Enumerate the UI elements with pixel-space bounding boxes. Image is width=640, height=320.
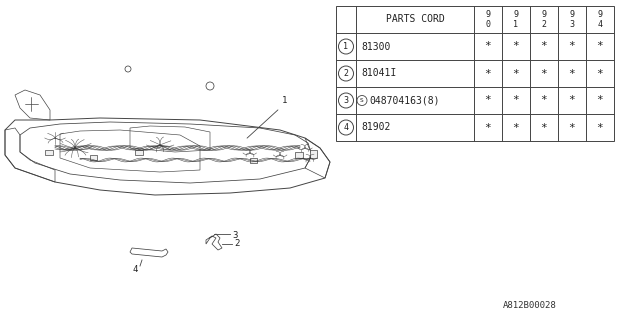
Text: 81041I: 81041I bbox=[361, 68, 396, 78]
Text: *: * bbox=[568, 68, 575, 78]
Text: 3: 3 bbox=[344, 96, 349, 105]
Text: *: * bbox=[513, 95, 520, 106]
Bar bbox=[336, 6, 614, 141]
Text: A812B00028: A812B00028 bbox=[503, 301, 557, 310]
Text: 048704163(8): 048704163(8) bbox=[369, 95, 440, 106]
Text: *: * bbox=[596, 95, 604, 106]
Text: *: * bbox=[541, 95, 547, 106]
Bar bbox=[135, 150, 143, 155]
Text: *: * bbox=[568, 123, 575, 132]
Text: 9: 9 bbox=[513, 10, 518, 19]
Text: 1: 1 bbox=[344, 42, 349, 51]
Text: *: * bbox=[513, 123, 520, 132]
Bar bbox=[45, 150, 53, 155]
Text: 9: 9 bbox=[598, 10, 602, 19]
Text: 4: 4 bbox=[344, 123, 349, 132]
Text: *: * bbox=[541, 42, 547, 52]
Text: 2: 2 bbox=[234, 239, 239, 249]
Text: *: * bbox=[568, 95, 575, 106]
Text: *: * bbox=[541, 123, 547, 132]
Text: *: * bbox=[484, 68, 492, 78]
Text: 3: 3 bbox=[232, 230, 237, 239]
Text: *: * bbox=[596, 68, 604, 78]
Text: *: * bbox=[513, 68, 520, 78]
Text: *: * bbox=[513, 42, 520, 52]
Bar bbox=[250, 158, 257, 163]
Text: 4: 4 bbox=[132, 266, 138, 275]
Text: 9: 9 bbox=[486, 10, 490, 19]
Text: 1: 1 bbox=[513, 20, 518, 29]
Text: 9: 9 bbox=[570, 10, 575, 19]
Text: PARTS CORD: PARTS CORD bbox=[386, 14, 444, 25]
Text: 2: 2 bbox=[541, 20, 547, 29]
Text: *: * bbox=[541, 68, 547, 78]
Text: *: * bbox=[568, 42, 575, 52]
Bar bbox=[295, 152, 303, 158]
Text: 81902: 81902 bbox=[361, 123, 390, 132]
Bar bbox=[90, 155, 97, 160]
Text: S: S bbox=[360, 98, 364, 103]
Text: *: * bbox=[484, 123, 492, 132]
Bar bbox=[310, 150, 317, 158]
Text: *: * bbox=[484, 42, 492, 52]
Text: *: * bbox=[596, 123, 604, 132]
Text: 2: 2 bbox=[344, 69, 349, 78]
Text: *: * bbox=[484, 95, 492, 106]
Text: 3: 3 bbox=[570, 20, 575, 29]
Text: 4: 4 bbox=[598, 20, 602, 29]
Text: 81300: 81300 bbox=[361, 42, 390, 52]
Text: *: * bbox=[596, 42, 604, 52]
Text: 0: 0 bbox=[486, 20, 490, 29]
Text: 9: 9 bbox=[541, 10, 547, 19]
Text: 1: 1 bbox=[282, 96, 287, 105]
